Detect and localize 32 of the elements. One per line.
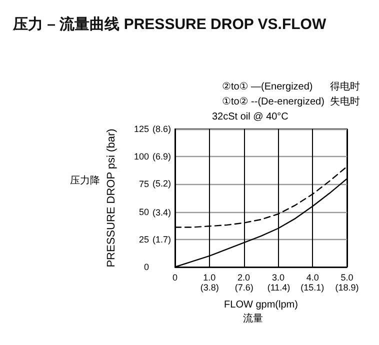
y-tick-label: 50 [138, 206, 149, 217]
y-tick-label: 75 [138, 179, 149, 190]
x2-tick-label: (18.9) [335, 282, 359, 292]
y2-tick-label: (8.6) [152, 124, 171, 134]
y2-tick-label: (5.2) [152, 178, 171, 189]
y2-tick-label: (3.4) [152, 207, 171, 218]
x2-tick-label: (7.6) [234, 282, 254, 292]
x-tick-label: 3.0 [272, 272, 284, 282]
text: 得电时 [330, 80, 360, 92]
text: 流量 [243, 312, 263, 324]
y-axis-title: PRESSURE DROP psi (bar) [106, 128, 118, 268]
x2-tick-label: (15.1) [300, 282, 324, 292]
x-axis-title: FLOW gpm(lpm) [224, 300, 298, 310]
text: ①to② --(De-energized) [222, 96, 324, 108]
text: 失电时 [330, 96, 360, 108]
text: 压力降 [70, 174, 100, 186]
x-tick-label: 5.0 [340, 272, 354, 282]
y-tick-label: 125 [134, 124, 149, 134]
x-tick-label: 1.0 [203, 272, 216, 282]
y-tick-label: 25 [138, 234, 149, 244]
text: 32cSt oil @ 40°C [212, 112, 288, 122]
x-tick-label: 2.0 [238, 272, 250, 282]
x2-tick-label: (3.8) [200, 282, 219, 292]
y2-tick-label: (1.7) [152, 234, 171, 245]
y-tick-label: 100 [134, 152, 149, 162]
chart-title: 压力 – 流量曲线 PRESSURE DROP VS.FLOW [12, 15, 327, 33]
x-tick-label: 4.0 [306, 272, 319, 282]
y2-tick-label: (6.9) [152, 151, 171, 162]
text: ②to① —(Energized) [222, 82, 313, 92]
y-tick-label: 0 [144, 262, 149, 272]
x2-tick-label: (11.4) [267, 282, 290, 292]
x-tick-label: 0 [172, 272, 178, 282]
